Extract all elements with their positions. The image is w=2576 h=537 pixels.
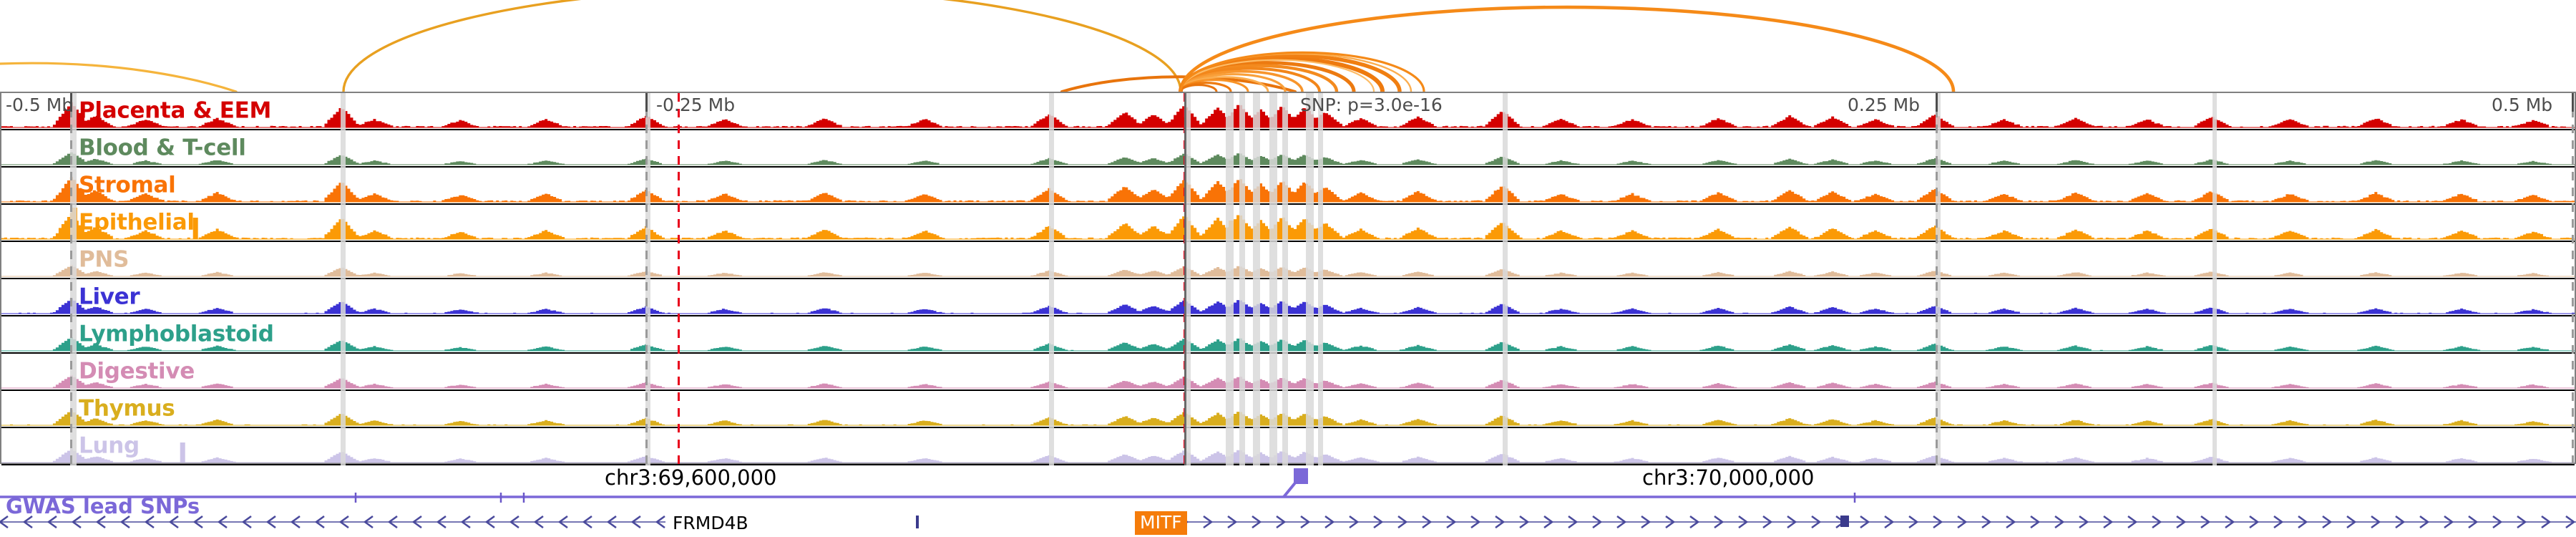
track-signal-placenta-eem xyxy=(1,102,2575,128)
arc-svg xyxy=(0,0,1956,92)
track-thymus[interactable]: Thymus xyxy=(1,391,2575,428)
track-label-lung: Lung xyxy=(79,432,140,459)
coordinate-label-left: chr3:69,600,000 xyxy=(605,465,777,490)
track-signal-epithelial xyxy=(1,208,2575,240)
track-signal-liver xyxy=(1,298,2575,314)
track-label-lymphoblastoid: Lymphoblastoid xyxy=(79,321,274,347)
track-signal-stromal xyxy=(1,177,2575,203)
gwas-axis-ticks xyxy=(354,493,1856,503)
track-label-liver: Liver xyxy=(79,284,140,310)
track-blood-tcell[interactable]: Blood & T-cell xyxy=(1,130,2575,168)
gwas-track-svg xyxy=(0,468,2576,503)
track-label-thymus: Thymus xyxy=(79,395,175,422)
track-signal-blood-tcell xyxy=(1,152,2575,165)
track-liver[interactable]: Liver xyxy=(1,279,2575,316)
gene-exon-blocks xyxy=(916,516,1849,528)
gwas-lead-snp-marker xyxy=(1294,468,1308,484)
track-label-blood-tcell: Blood & T-cell xyxy=(79,135,246,161)
track-lung[interactable]: Lung xyxy=(1,428,2575,465)
track-label-pns: PNS xyxy=(79,246,130,273)
gene-strand-svg xyxy=(0,515,2576,529)
track-label-epithelial: Epithelial xyxy=(79,209,195,236)
frmd4b-strand-arrows xyxy=(0,515,665,529)
gene-label-mitf[interactable]: MITF xyxy=(1135,511,1187,535)
track-stromal[interactable]: Stromal xyxy=(1,168,2575,205)
track-epithelial[interactable]: Epithelial xyxy=(1,205,2575,242)
track-signal-digestive xyxy=(1,375,2575,389)
track-label-digestive: Digestive xyxy=(79,358,195,384)
coordinate-label-right: chr3:70,000,000 xyxy=(1642,465,1815,490)
track-signal-pns xyxy=(1,265,2575,277)
mitf-strand-arrows xyxy=(1179,515,2576,529)
gene-label-frmd4b[interactable]: FRMD4B xyxy=(673,513,748,533)
track-lymphoblastoid[interactable]: Lymphoblastoid xyxy=(1,316,2575,354)
chromatin-loop-arc-panel xyxy=(0,0,2576,92)
gene-annotation-panel: chr3:69,600,000 chr3:70,000,000 GWAS lea… xyxy=(0,464,2576,537)
track-signal-thymus xyxy=(1,410,2575,426)
track-placenta-eem[interactable]: Placenta & EEM xyxy=(1,93,2575,130)
signal-track-stack: -0.5 Mb -0.25 Mb 0.25 Mb 0.5 Mb Placenta & … xyxy=(0,92,2576,465)
track-signal-lymphoblastoid xyxy=(1,337,2575,352)
track-label-stromal: Stromal xyxy=(79,172,176,198)
track-signal-lung xyxy=(1,442,2575,463)
track-digestive[interactable]: Digestive xyxy=(1,354,2575,391)
track-pns[interactable]: PNS xyxy=(1,242,2575,279)
track-label-placenta-eem: Placenta & EEM xyxy=(79,97,272,124)
